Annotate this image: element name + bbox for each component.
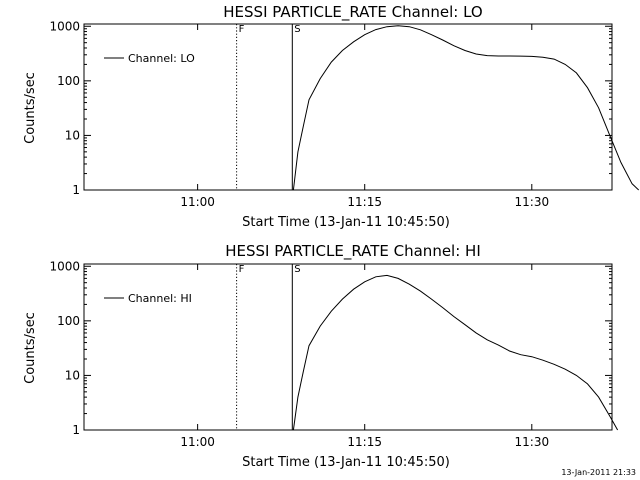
y-axis-label: Counts/sec — [23, 312, 38, 384]
y-axis-label: Counts/sec — [23, 72, 38, 144]
marker-label: S — [294, 264, 300, 275]
marker-label: F — [239, 264, 245, 275]
x-tick-label: 11:15 — [347, 195, 382, 209]
y-tick-label: 1000 — [49, 19, 80, 33]
timestamp: 13-Jan-2011 21:33 — [561, 468, 636, 477]
chart-panel-hi: HESSI PARTICLE_RATE Channel: HI Start Ti… — [23, 242, 619, 470]
marker-label: F — [239, 24, 245, 35]
x-axis-label: Start Time (13-Jan-11 10:45:50) — [242, 455, 450, 470]
y-tick-label: 1000 — [49, 259, 80, 273]
plot-frame — [83, 263, 613, 431]
x-tick-label: 11:15 — [347, 435, 382, 449]
chart-title: HESSI PARTICLE_RATE Channel: LO — [223, 3, 482, 22]
y-tick-label: 1 — [72, 423, 80, 437]
x-tick-label: 11:00 — [180, 195, 215, 209]
y-tick-label: 100 — [57, 74, 80, 88]
series-line — [292, 274, 619, 431]
chart-panel-lo: HESSI PARTICLE_RATE Channel: LO Start Ti… — [23, 3, 640, 230]
y-tick-label: 10 — [65, 128, 80, 142]
x-tick-label: 11:30 — [515, 195, 550, 209]
marker-label: S — [294, 24, 300, 35]
plot-frame — [83, 23, 613, 191]
x-tick-label: 11:30 — [515, 435, 550, 449]
y-tick-label: 100 — [57, 314, 80, 328]
y-tick-label: 1 — [72, 183, 80, 197]
legend-label: Channel: HI — [128, 292, 192, 305]
legend-label: Channel: LO — [128, 52, 195, 65]
series-line — [292, 25, 640, 191]
y-tick-label: 10 — [65, 368, 80, 382]
x-tick-label: 11:00 — [180, 435, 215, 449]
x-axis-label: Start Time (13-Jan-11 10:45:50) — [242, 215, 450, 230]
chart-title: HESSI PARTICLE_RATE Channel: HI — [225, 242, 481, 261]
